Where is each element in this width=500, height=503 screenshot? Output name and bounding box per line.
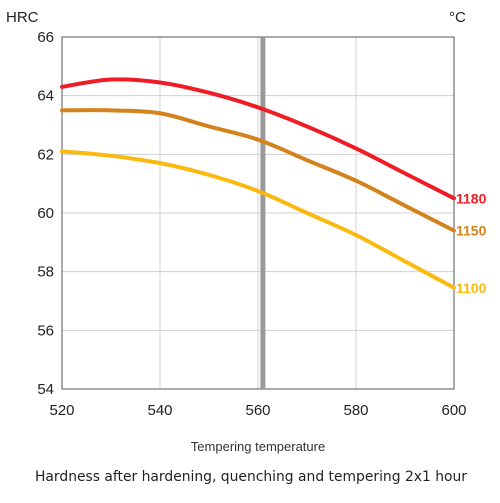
y-tick-label: 62 [37,146,54,163]
y-tick-label: 66 [37,29,54,46]
series-label-1100: 1100 [456,280,487,296]
y-tick-label: 64 [37,88,54,105]
x-tick-label: 560 [245,402,270,419]
series-line-1180 [60,77,456,201]
plot-frame [61,36,455,390]
y-tick-label: 60 [37,205,54,222]
series-label-1150: 1150 [456,223,487,239]
x-axis-label: Tempering temperature [191,439,325,454]
series-label-1180: 1180 [456,190,487,206]
series-labels: 1180 1150 1100 [456,190,487,295]
series-line-1100 [60,149,456,290]
y-axis-label: HRC [6,9,39,26]
y-tick-label: 54 [37,381,54,398]
unit-label: °C [449,9,466,26]
x-tick-label: 580 [343,402,368,419]
y-tick-label: 58 [37,264,54,281]
grid-lines [61,36,455,390]
x-tick-labels: 520 540 560 580 600 [49,402,466,419]
y-tick-label: 56 [37,322,54,339]
series-line-1150 [60,108,456,233]
y-tick-labels: 54 56 58 60 62 64 66 [37,29,54,398]
chart-caption: Hardness after hardening, quenching and … [35,469,467,485]
x-tick-label: 540 [147,402,172,419]
x-tick-label: 600 [441,402,466,419]
x-tick-label: 520 [49,402,74,419]
series-lines [60,77,456,290]
